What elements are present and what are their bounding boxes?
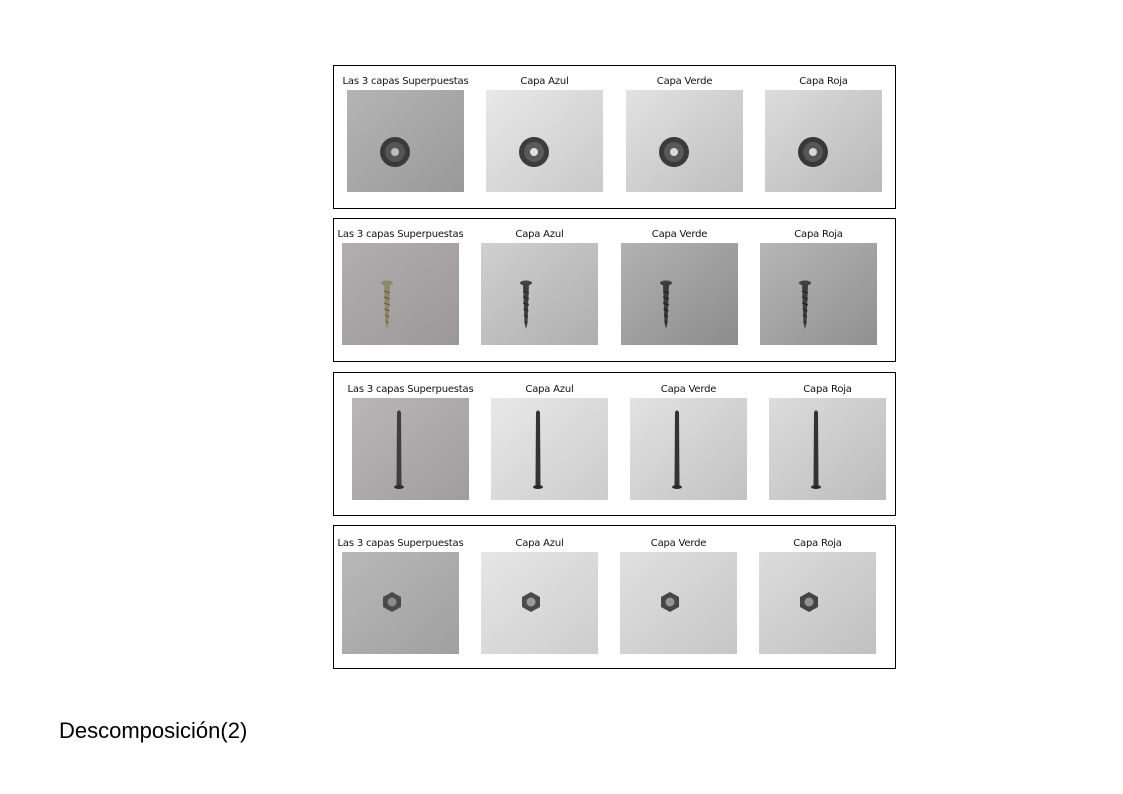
screw-blue-image [481,243,598,345]
nail-green-image [630,398,747,500]
nail-red-image [769,398,886,500]
washer-red-image [765,90,882,192]
image-caption: Las 3 capas Superpuestas [332,384,489,395]
nail-blue-image [491,398,608,500]
figure-panel-screw: Las 3 capas Superpuestas Capa Azul Capa … [333,218,896,362]
image-caption: Las 3 capas Superpuestas [327,76,484,87]
washer-blue-image [486,90,603,192]
slide-title: Descomposición(2) [59,718,247,744]
image-caption: Las 3 capas Superpuestas [322,538,479,549]
figure-panel-washer: Las 3 capas Superpuestas Capa Azul Capa … [333,65,896,209]
nail-composite-image [352,398,469,500]
figure-panel-nut: Las 3 capas Superpuestas Capa Azul Capa … [333,525,896,669]
washer-composite-image [347,90,464,192]
nut-composite-image [342,552,459,654]
image-caption: Capa Roja [749,384,906,395]
image-caption: Capa Azul [466,76,623,87]
nut-blue-image [481,552,598,654]
image-caption: Capa Verde [610,384,767,395]
screw-green-image [621,243,738,345]
screw-red-image [760,243,877,345]
screw-composite-image [342,243,459,345]
image-caption: Capa Roja [745,76,902,87]
image-caption: Capa Roja [740,229,897,240]
washer-green-image [626,90,743,192]
nut-green-image [620,552,737,654]
image-caption: Capa Verde [601,229,758,240]
figure-panel-nail: Las 3 capas Superpuestas Capa Azul Capa … [333,372,896,516]
image-caption: Capa Verde [606,76,763,87]
image-caption: Capa Azul [471,384,628,395]
image-caption: Capa Roja [739,538,896,549]
image-caption: Capa Verde [600,538,757,549]
image-caption: Las 3 capas Superpuestas [322,229,479,240]
nut-red-image [759,552,876,654]
image-caption: Capa Azul [461,229,618,240]
image-caption: Capa Azul [461,538,618,549]
